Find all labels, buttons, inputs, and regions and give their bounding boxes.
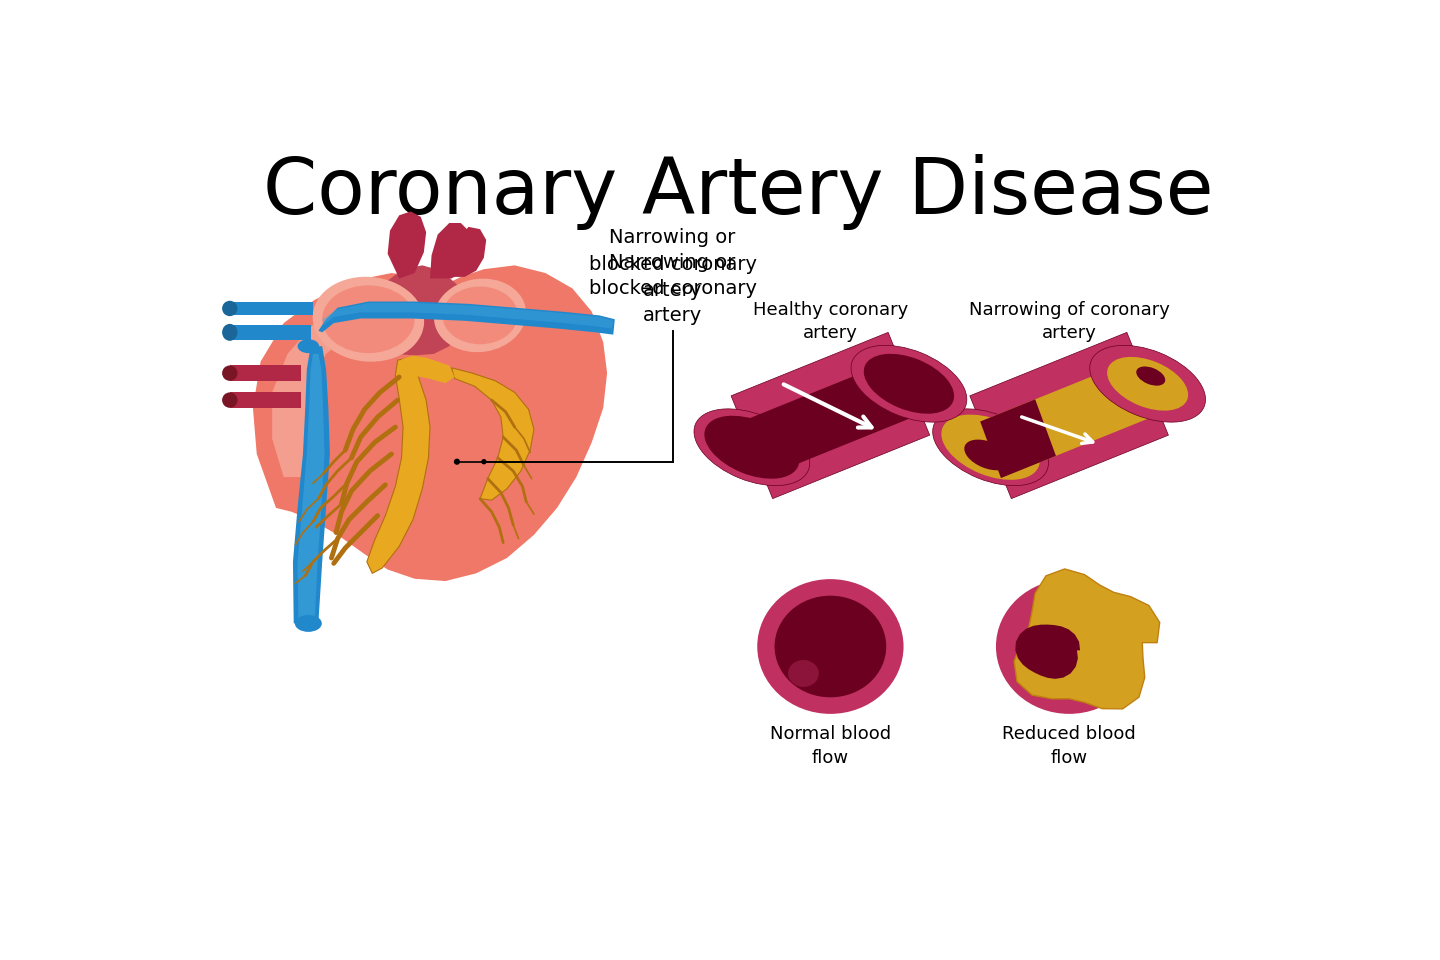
Polygon shape: [230, 366, 301, 381]
Polygon shape: [1015, 625, 1080, 679]
Polygon shape: [452, 227, 487, 276]
Ellipse shape: [222, 366, 238, 381]
Polygon shape: [272, 292, 438, 477]
Text: Healthy coronary
artery: Healthy coronary artery: [753, 300, 909, 343]
Polygon shape: [1014, 569, 1159, 708]
Ellipse shape: [222, 324, 238, 341]
Ellipse shape: [933, 409, 1048, 486]
Ellipse shape: [788, 660, 819, 687]
Text: Coronary Artery Disease: Coronary Artery Disease: [262, 154, 1214, 229]
Ellipse shape: [694, 409, 809, 486]
Polygon shape: [452, 368, 534, 500]
Polygon shape: [298, 354, 324, 623]
Ellipse shape: [757, 579, 903, 714]
Polygon shape: [969, 332, 1168, 498]
Ellipse shape: [704, 416, 799, 479]
Polygon shape: [981, 399, 1056, 478]
Ellipse shape: [442, 286, 518, 345]
Polygon shape: [253, 265, 608, 581]
Ellipse shape: [775, 595, 886, 697]
Polygon shape: [367, 358, 431, 573]
Ellipse shape: [1136, 367, 1165, 386]
Polygon shape: [742, 358, 919, 478]
Ellipse shape: [295, 615, 321, 632]
Polygon shape: [399, 355, 455, 383]
Ellipse shape: [864, 354, 955, 414]
Polygon shape: [318, 301, 615, 335]
Text: Reduced blood
flow: Reduced blood flow: [1002, 725, 1136, 767]
Polygon shape: [230, 393, 301, 408]
Ellipse shape: [965, 440, 1011, 470]
Ellipse shape: [851, 346, 966, 422]
Polygon shape: [369, 265, 465, 362]
Polygon shape: [981, 358, 1158, 478]
Ellipse shape: [222, 300, 238, 316]
Ellipse shape: [996, 579, 1142, 714]
Ellipse shape: [312, 276, 425, 362]
Ellipse shape: [222, 393, 238, 408]
Polygon shape: [230, 324, 311, 340]
Ellipse shape: [454, 459, 459, 465]
Ellipse shape: [481, 459, 487, 465]
Text: Normal blood
flow: Normal blood flow: [770, 725, 891, 767]
Polygon shape: [387, 211, 426, 278]
Ellipse shape: [942, 415, 1040, 480]
Ellipse shape: [1090, 346, 1205, 422]
Polygon shape: [732, 332, 930, 498]
Polygon shape: [230, 301, 312, 316]
Polygon shape: [323, 303, 613, 328]
Text: Narrowing or
blocked coronary
artery: Narrowing or blocked coronary artery: [589, 228, 756, 300]
Text: Narrowing of coronary
artery: Narrowing of coronary artery: [969, 300, 1169, 343]
Ellipse shape: [433, 278, 526, 352]
Text: Narrowing or
blocked coronary
artery: Narrowing or blocked coronary artery: [589, 252, 756, 324]
Polygon shape: [292, 347, 330, 623]
Ellipse shape: [323, 285, 415, 353]
Polygon shape: [431, 223, 472, 278]
Ellipse shape: [1107, 357, 1188, 411]
Ellipse shape: [298, 339, 320, 353]
